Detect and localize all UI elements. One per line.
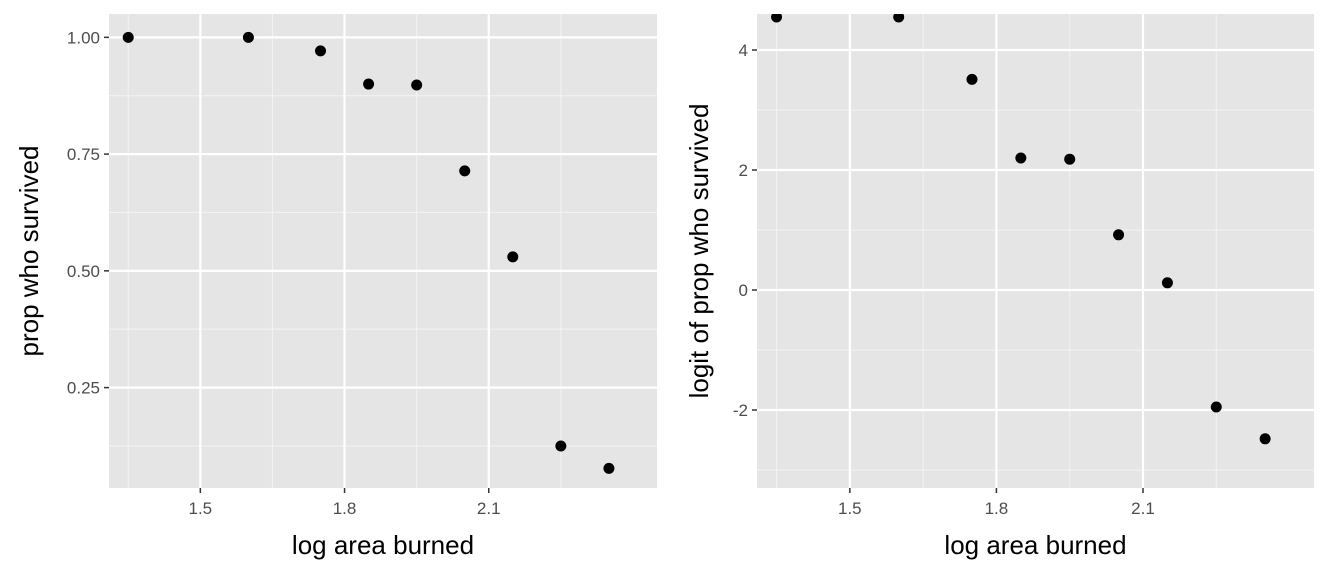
data-point [1259, 433, 1271, 445]
data-point [315, 45, 327, 57]
y-tick-label: 2 [739, 161, 748, 180]
data-points [122, 31, 615, 474]
data-point [555, 440, 567, 452]
data-points [771, 14, 1271, 445]
data-point [1161, 277, 1173, 289]
data-point [507, 251, 519, 263]
data-point [771, 14, 783, 23]
data-point [1015, 152, 1027, 164]
data-point [893, 14, 905, 23]
y-tick-label: -2 [733, 401, 748, 420]
data-point [1113, 229, 1125, 241]
data-point [242, 31, 254, 43]
x-axis-title: log area burned [292, 530, 474, 560]
data-point [1210, 401, 1222, 413]
x-tick-label: 2.1 [477, 499, 501, 518]
data-point [1064, 153, 1076, 165]
y-tick-label: 0.50 [67, 262, 100, 281]
data-point [363, 78, 375, 90]
chart-2: 1.5 1.8 2.1 -2 0 2 4 log area burned logit of pr… [684, 14, 1314, 560]
y-tick-label: 1.00 [67, 28, 100, 47]
x-axis-title: log area burned [944, 530, 1126, 560]
data-point [459, 165, 471, 177]
x-tick-label: 2.1 [1131, 499, 1155, 518]
x-tick-label: 1.5 [838, 499, 862, 518]
data-point [411, 79, 423, 91]
y-tick-label: 0 [739, 281, 748, 300]
x-tick-label: 1.8 [985, 499, 1009, 518]
plot-panel [109, 14, 657, 488]
data-point [603, 462, 615, 474]
y-axis-title: prop who survived [14, 146, 44, 357]
x-tick-label: 1.8 [333, 499, 357, 518]
x-tick-label: 1.5 [189, 499, 213, 518]
plot-panel [757, 14, 1314, 488]
y-tick-label: 0.25 [67, 379, 100, 398]
data-point [966, 73, 978, 85]
chart-1: 1.5 1.8 2.1 0.25 0.50 0.75 1.00 log area burned… [14, 14, 657, 560]
y-tick-label: 0.75 [67, 145, 100, 164]
y-axis-title: logit of prop who survived [684, 104, 714, 399]
y-tick-label: 4 [739, 41, 748, 60]
data-point [122, 31, 134, 43]
